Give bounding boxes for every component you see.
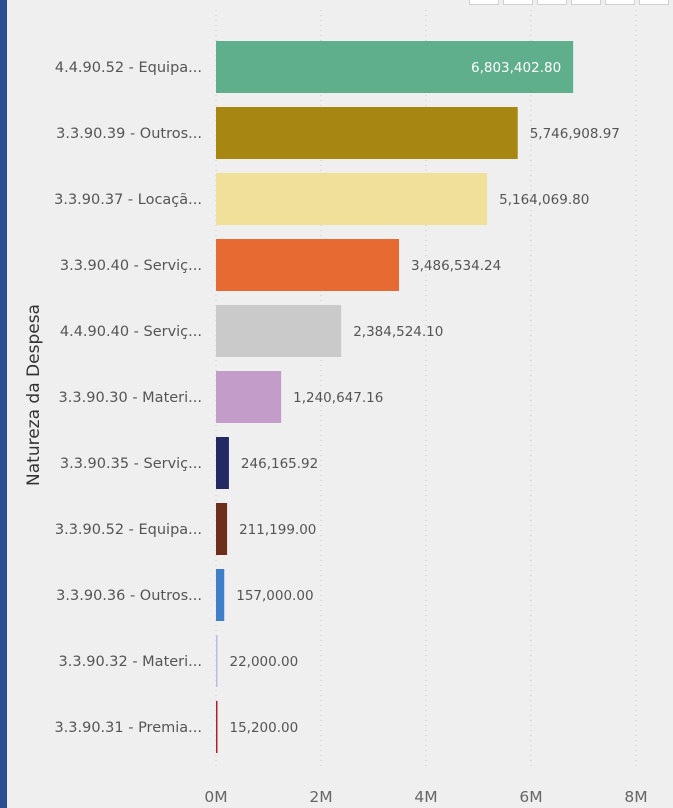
data-label: 6,803,402.80	[471, 60, 561, 76]
category-label: 3.3.90.39 - Outros...	[56, 126, 202, 142]
category-label: 3.3.90.40 - Serviç...	[60, 258, 202, 274]
data-label: 211,199.00	[239, 522, 316, 538]
visual-header-toolbar	[469, 0, 669, 6]
data-label: 246,165.92	[241, 456, 318, 472]
x-tick-label: 8M	[624, 788, 647, 806]
x-axis-ticks: 0M 2M 4M 6M 8M	[204, 788, 647, 806]
bar[interactable]	[216, 305, 342, 357]
drill-down-button[interactable]	[503, 0, 533, 5]
bar[interactable]	[216, 173, 488, 225]
category-label: 3.3.90.35 - Serviç...	[60, 456, 202, 472]
category-label: 3.3.90.52 - Equipa...	[55, 522, 202, 538]
data-label: 5,746,908.97	[530, 126, 620, 142]
expand-level-button[interactable]	[537, 0, 567, 5]
bars	[216, 41, 574, 753]
x-tick-label: 2M	[309, 788, 332, 806]
drill-up-button[interactable]	[469, 0, 499, 5]
focus-mode-button[interactable]	[605, 0, 635, 5]
category-label: 3.3.90.36 - Outros...	[56, 588, 202, 604]
filter-button[interactable]	[571, 0, 601, 5]
x-tick-label: 4M	[414, 788, 437, 806]
bar[interactable]	[216, 107, 518, 159]
category-label: 4.4.90.40 - Serviç...	[60, 324, 202, 340]
category-label: 3.3.90.30 - Materi...	[59, 390, 202, 406]
data-label: 5,164,069.80	[499, 192, 589, 208]
data-label: 3,486,534.24	[411, 258, 501, 274]
more-options-button[interactable]	[639, 0, 669, 5]
data-label: 2,384,524.10	[353, 324, 443, 340]
category-label: 3.3.90.37 - Locaçã...	[54, 192, 202, 208]
bar[interactable]	[216, 701, 218, 753]
bar[interactable]	[216, 437, 229, 489]
bar[interactable]	[216, 239, 400, 291]
data-label: 157,000.00	[236, 588, 313, 604]
category-label: 3.3.90.32 - Materi...	[59, 654, 202, 670]
bar[interactable]	[216, 569, 225, 621]
x-tick-label: 6M	[519, 788, 542, 806]
x-tick-label: 0M	[204, 788, 227, 806]
bar[interactable]	[216, 371, 282, 423]
bar[interactable]	[216, 635, 218, 687]
bar[interactable]	[216, 503, 228, 555]
data-label: 15,200.00	[230, 720, 299, 736]
category-label: 4.4.90.52 - Equipa...	[55, 60, 202, 76]
category-labels: 4.4.90.52 - Equipa... 3.3.90.39 - Outros.…	[54, 60, 202, 736]
data-label: 1,240,647.16	[293, 390, 383, 406]
left-accent-bar	[0, 0, 7, 808]
value-labels: 6,803,402.80 5,746,908.97 5,164,069.80 3,48…	[230, 60, 620, 736]
y-axis-title: Natureza da Despesa	[24, 304, 44, 486]
bar[interactable]	[216, 41, 574, 93]
data-label: 22,000.00	[230, 654, 299, 670]
category-label: 3.3.90.31 - Premia...	[54, 720, 202, 736]
